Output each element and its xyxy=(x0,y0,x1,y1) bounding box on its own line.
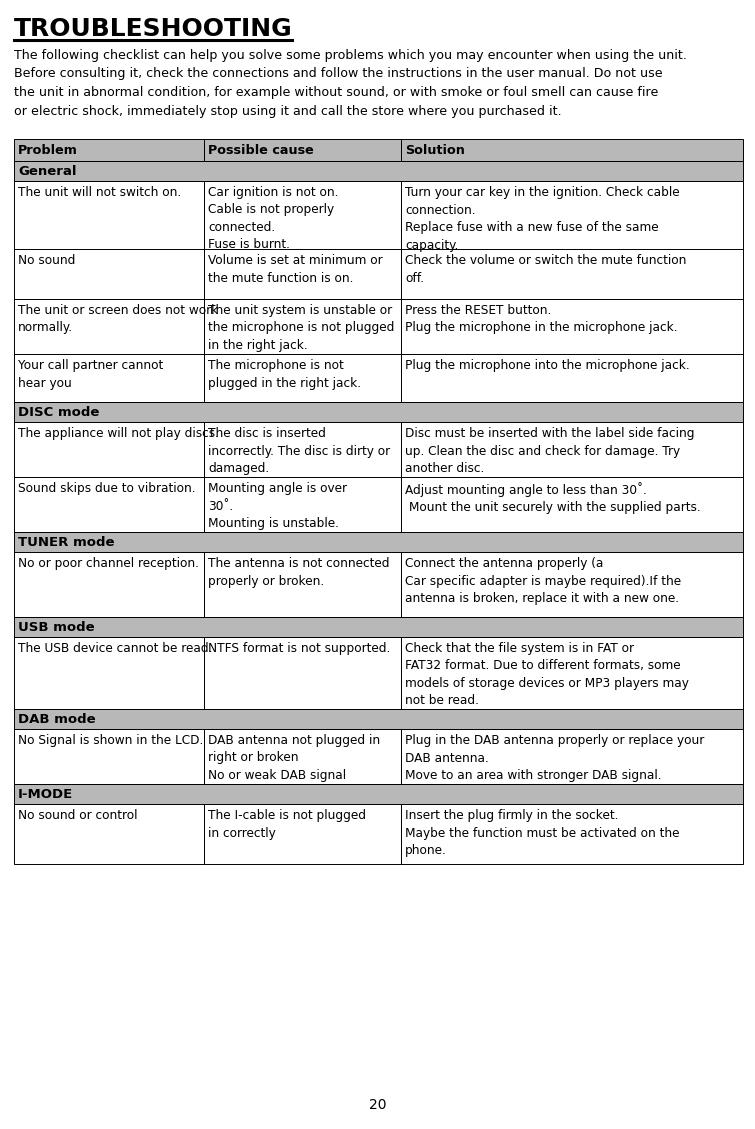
Text: Plug in the DAB antenna properly or replace your
DAB antenna.
Move to an area wi: Plug in the DAB antenna properly or repl… xyxy=(405,734,704,782)
Text: Insert the plug firmly in the socket.
Maybe the function must be activated on th: Insert the plug firmly in the socket. Ma… xyxy=(405,809,680,857)
Text: The appliance will not play discs.: The appliance will not play discs. xyxy=(18,427,219,440)
Bar xyxy=(14,476,204,532)
Text: Your call partner cannot
hear you: Your call partner cannot hear you xyxy=(18,359,163,390)
Text: NTFS format is not supported.: NTFS format is not supported. xyxy=(208,642,390,655)
Bar xyxy=(14,250,204,299)
Bar xyxy=(204,637,401,709)
Text: Mounting angle is over
30˚.
Mounting is unstable.: Mounting angle is over 30˚. Mounting is … xyxy=(208,482,347,530)
Text: Volume is set at minimum or
the mute function is on.: Volume is set at minimum or the mute fun… xyxy=(208,254,383,285)
Text: DAB mode: DAB mode xyxy=(18,714,96,726)
Text: The disc is inserted
incorrectly. The disc is dirty or
damaged.: The disc is inserted incorrectly. The di… xyxy=(208,427,390,475)
Bar xyxy=(401,804,743,864)
Bar xyxy=(401,729,743,784)
Bar xyxy=(14,784,743,804)
Text: Plug the microphone into the microphone jack.: Plug the microphone into the microphone … xyxy=(405,359,689,371)
Text: Solution: Solution xyxy=(405,145,465,157)
Text: The unit system is unstable or
the microphone is not plugged
in the right jack.: The unit system is unstable or the micro… xyxy=(208,304,394,352)
Bar xyxy=(14,709,743,729)
Text: DAB antenna not plugged in
right or broken
No or weak DAB signal: DAB antenna not plugged in right or brok… xyxy=(208,734,380,782)
Bar xyxy=(14,618,743,637)
Text: The antenna is not connected
properly or broken.: The antenna is not connected properly or… xyxy=(208,557,390,587)
Bar xyxy=(204,139,401,161)
Bar xyxy=(204,299,401,355)
Text: USB mode: USB mode xyxy=(18,621,94,634)
Bar xyxy=(401,139,743,161)
Bar xyxy=(14,355,204,402)
Bar xyxy=(204,355,401,402)
Bar xyxy=(204,729,401,784)
Bar xyxy=(401,637,743,709)
Text: TROUBLESHOOTING: TROUBLESHOOTING xyxy=(14,17,293,41)
Text: No sound: No sound xyxy=(18,254,76,266)
Text: Problem: Problem xyxy=(18,145,78,157)
Text: The I-cable is not plugged
in correctly: The I-cable is not plugged in correctly xyxy=(208,809,366,840)
Text: I-MODE: I-MODE xyxy=(18,788,73,800)
Bar xyxy=(204,181,401,250)
Bar xyxy=(14,402,743,422)
Bar xyxy=(401,250,743,299)
Bar xyxy=(401,299,743,355)
Text: The unit will not switch on.: The unit will not switch on. xyxy=(18,186,181,199)
Bar xyxy=(14,161,743,181)
Bar xyxy=(401,476,743,532)
Bar xyxy=(14,422,204,476)
Text: Check that the file system is in FAT or
FAT32 format. Due to different formats, : Check that the file system is in FAT or … xyxy=(405,642,689,708)
Bar xyxy=(14,299,204,355)
Bar xyxy=(204,422,401,476)
Text: Adjust mounting angle to less than 30˚.
 Mount the unit securely with the suppli: Adjust mounting angle to less than 30˚. … xyxy=(405,482,701,515)
Text: The microphone is not
plugged in the right jack.: The microphone is not plugged in the rig… xyxy=(208,359,361,390)
Text: General: General xyxy=(18,165,76,178)
Bar xyxy=(401,422,743,476)
Bar xyxy=(204,804,401,864)
Bar xyxy=(401,181,743,250)
Text: Possible cause: Possible cause xyxy=(208,145,314,157)
Text: The unit or screen does not work
normally.: The unit or screen does not work normall… xyxy=(18,304,218,334)
Text: Turn your car key in the ignition. Check cable
connection.
Replace fuse with a n: Turn your car key in the ignition. Check… xyxy=(405,186,680,252)
Bar xyxy=(401,355,743,402)
Text: Car ignition is not on.
Cable is not properly
connected.
Fuse is burnt.: Car ignition is not on. Cable is not pro… xyxy=(208,186,338,252)
Bar xyxy=(204,552,401,618)
Text: Check the volume or switch the mute function
off.: Check the volume or switch the mute func… xyxy=(405,254,686,285)
Text: DISC mode: DISC mode xyxy=(18,406,100,419)
Text: The USB device cannot be read.: The USB device cannot be read. xyxy=(18,642,212,655)
Bar xyxy=(14,804,204,864)
Bar xyxy=(204,476,401,532)
Text: 20: 20 xyxy=(368,1099,387,1112)
Bar xyxy=(14,532,743,552)
Text: No sound or control: No sound or control xyxy=(18,809,137,822)
Bar xyxy=(401,552,743,618)
Text: TUNER mode: TUNER mode xyxy=(18,536,115,549)
Text: Sound skips due to vibration.: Sound skips due to vibration. xyxy=(18,482,196,495)
Bar xyxy=(204,250,401,299)
Bar xyxy=(14,552,204,618)
Bar xyxy=(14,181,204,250)
Text: The following checklist can help you solve some problems which you may encounter: The following checklist can help you sol… xyxy=(14,49,687,117)
Text: Press the RESET button.
Plug the microphone in the microphone jack.: Press the RESET button. Plug the microph… xyxy=(405,304,677,334)
Bar xyxy=(14,729,204,784)
Text: Connect the antenna properly (a
Car specific adapter is maybe required).If the
a: Connect the antenna properly (a Car spec… xyxy=(405,557,681,605)
Text: No Signal is shown in the LCD.: No Signal is shown in the LCD. xyxy=(18,734,203,747)
Text: Disc must be inserted with the label side facing
up. Clean the disc and check fo: Disc must be inserted with the label sid… xyxy=(405,427,695,475)
Bar xyxy=(14,139,204,161)
Text: No or poor channel reception.: No or poor channel reception. xyxy=(18,557,199,570)
Bar xyxy=(14,637,204,709)
